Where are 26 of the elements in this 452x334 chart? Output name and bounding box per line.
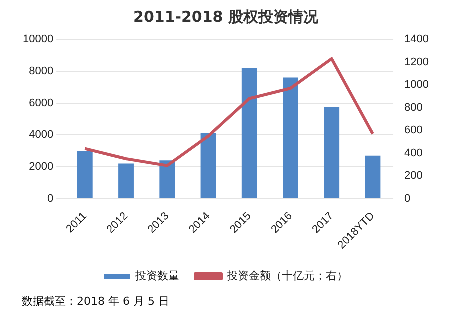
y2-tick-label: 1400 — [404, 34, 430, 46]
bar — [283, 78, 298, 198]
bar — [200, 134, 216, 198]
bar — [365, 156, 381, 198]
chart-title: 2011-2018 股权投资情况 — [132, 7, 320, 28]
y2-tick-label: 200 — [404, 170, 423, 182]
legend-label: 投资数量 — [134, 269, 180, 282]
bar — [160, 160, 176, 198]
y2-tick-label: 0 — [404, 192, 411, 205]
bar — [77, 151, 93, 198]
legend-label: 投资金额（十亿元；右） — [226, 269, 348, 282]
y-tick-label: 6000 — [29, 97, 54, 110]
text: 数据截至：2018 年 6 月 5 日 — [21, 294, 170, 309]
bar — [242, 68, 258, 198]
y-tick-label: 10000 — [22, 34, 54, 46]
y-tick-label: 0 — [47, 192, 54, 205]
y2-tick-label: 1200 — [404, 56, 430, 68]
y2-tick-label: 600 — [404, 124, 423, 137]
y-tick-label: 8000 — [29, 65, 54, 78]
y-tick-label: 4000 — [29, 129, 54, 142]
bar — [118, 164, 134, 198]
y2-tick-label: 400 — [404, 147, 423, 160]
bar — [324, 107, 340, 198]
y2-tick-label: 1000 — [404, 79, 430, 92]
y2-tick-label: 800 — [404, 102, 423, 114]
y-tick-label: 2000 — [29, 160, 54, 173]
